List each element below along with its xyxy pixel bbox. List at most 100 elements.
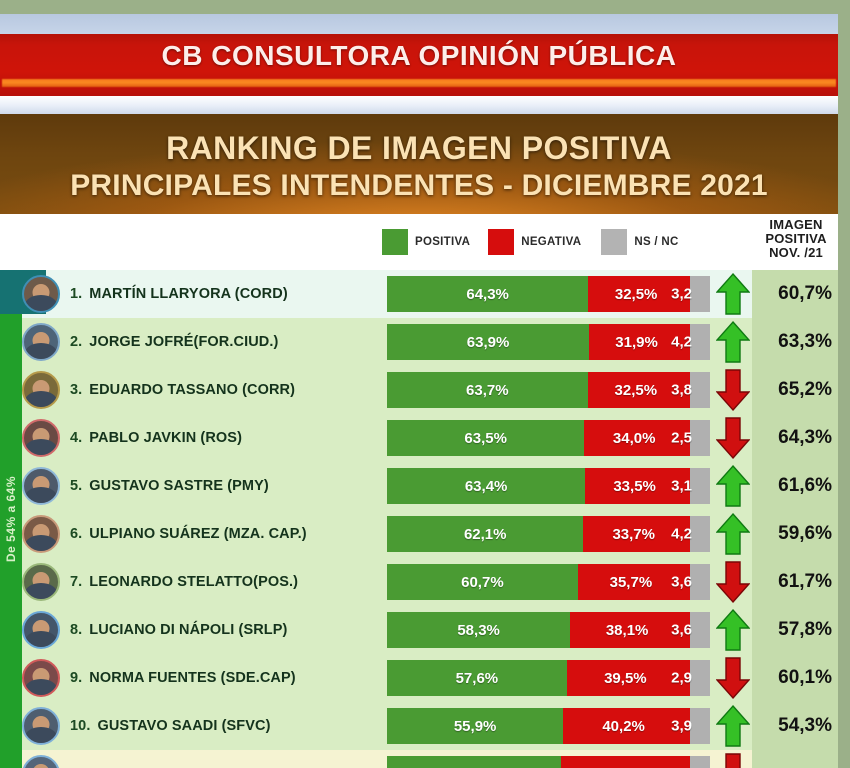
positive-value: 63,9% [466, 333, 510, 351]
stacked-bar: 57,6% 39,5% 2,9 [387, 660, 710, 696]
legend-item-nsnc: NS / NC [601, 229, 678, 255]
bar-segment-nsnc [690, 276, 710, 312]
previous-value: 54,3% [778, 715, 832, 736]
candidate-label: EDUARDO TASSANO (CORR) [89, 382, 296, 398]
avatar-body-icon [25, 439, 57, 455]
negative-value: 40,2% [602, 717, 645, 735]
nsnc-value: 3,9 [671, 717, 692, 735]
trend-arrow-up-icon [716, 608, 750, 652]
avatar [22, 275, 60, 313]
previous-value-cell: 61,7% [752, 558, 838, 606]
banner-orange-rule [2, 79, 836, 87]
candidate-label: GUSTAVO SASTRE (PMY) [89, 478, 269, 494]
bar-segment-nsnc [690, 516, 710, 552]
subtitle-band: RANKING DE IMAGEN POSITIVA PRINCIPALES I… [0, 114, 838, 214]
bar-segment-negative [560, 756, 690, 768]
candidate-label: MARTÍN LLARYORA (CORD) [89, 286, 288, 302]
rank-number: 8. [70, 622, 83, 638]
negative-value: 34,0% [612, 429, 656, 447]
ranking-row-partial [0, 750, 838, 768]
bar-segment-positive: 64,3% [387, 276, 589, 312]
brand-banner: CB CONSULTORA OPINIÓN PÚBLICA [0, 34, 838, 96]
candidate-name: 4. PABLO JAVKIN (ROS) [70, 414, 242, 462]
avatar-body-icon [25, 295, 57, 311]
positive-value: 62,1% [463, 525, 507, 543]
candidate-label: NORMA FUENTES (SDE.CAP) [89, 670, 296, 686]
negative-swatch-icon [488, 229, 515, 255]
avatar [22, 611, 60, 649]
top-sky-strip [0, 14, 838, 34]
positive-value: 63,5% [464, 429, 507, 447]
rank-number: 5. [70, 478, 83, 494]
bar-segment-negative: 32,5% 3,2 [588, 276, 692, 312]
stacked-bar: 63,7% 32,5% 3,8 [387, 372, 710, 408]
avatar-body-icon [25, 583, 57, 599]
negative-value: 32,5% [614, 285, 658, 303]
legend-items: POSITIVA NEGATIVA NS / NC [382, 229, 679, 255]
trend-arrow-up-icon [716, 272, 750, 316]
nsnc-value: 4,2 [671, 525, 692, 543]
candidate-label: LEONARDO STELATTO(POS.) [89, 574, 299, 590]
bar-segment-negative: 38,1% 3,6 [570, 612, 692, 648]
stacked-bar: 55,9% 40,2% 3,9 [387, 708, 710, 744]
bar-segment-positive: 58,3% [387, 612, 571, 648]
candidate-name: 3. EDUARDO TASSANO (CORR) [70, 366, 295, 414]
stacked-bar [387, 756, 710, 768]
negative-value: 39,5% [604, 669, 647, 687]
trend-arrow-up-icon [716, 464, 750, 508]
stacked-bar: 63,4% 33,5% 3,1 [387, 468, 710, 504]
bar-segment-positive: 55,9% [387, 708, 564, 744]
negative-value: 32,5% [614, 381, 658, 399]
previous-value-cell: 57,8% [752, 606, 838, 654]
bar-segment-positive: 62,1% [387, 516, 584, 552]
candidate-name: 6. ULPIANO SUÁREZ (MZA. CAP.) [70, 510, 307, 558]
trend-arrow-down-icon [716, 416, 750, 460]
rank-number: 1. [70, 286, 83, 302]
negative-value: 38,1% [605, 621, 649, 639]
avatar-body-icon [25, 343, 57, 359]
trend-arrow-up-icon [716, 512, 750, 556]
legend-item-negativa: NEGATIVA [488, 229, 581, 255]
stacked-bar: 63,9% 31,9% 4,2 [387, 324, 710, 360]
bar-segment-nsnc [690, 660, 710, 696]
bar-segment-negative: 40,2% 3,9 [563, 708, 692, 744]
previous-value-cell: 60,7% [752, 270, 838, 318]
trend-arrow-up-icon [716, 320, 750, 364]
candidate-label: ULPIANO SUÁREZ (MZA. CAP.) [89, 526, 307, 542]
subtitle-line-2: PRINCIPALES INTENDENTES - DICIEMBRE 2021 [70, 169, 768, 202]
avatar [22, 467, 60, 505]
bar-segment-negative: 35,7% 3,6 [577, 564, 692, 600]
bar-segment-negative: 32,5% 3,8 [587, 372, 692, 408]
previous-value: 57,8% [778, 619, 832, 640]
left-range-rail: De 54% a 64% [0, 270, 22, 768]
previous-value: 60,1% [778, 667, 832, 688]
prev-header-line-3: NOV. /21 [769, 245, 823, 261]
candidate-label: LUCIANO DI NÁPOLI (SRLP) [89, 622, 288, 638]
ranking-row: 4. PABLO JAVKIN (ROS) 63,5% 34,0% 2,5 64,3% [0, 414, 838, 462]
candidate-label: JORGE JOFRÉ(FOR.CIUD.) [89, 334, 279, 350]
candidate-name: 5. GUSTAVO SASTRE (PMY) [70, 462, 269, 510]
nsnc-value: 2,9 [671, 669, 692, 687]
positive-swatch-icon [382, 229, 408, 255]
candidate-name: 8. LUCIANO DI NÁPOLI (SRLP) [70, 606, 287, 654]
negative-value: 31,9% [615, 333, 658, 351]
bar-segment-nsnc [690, 612, 710, 648]
rank-number: 3. [70, 382, 83, 398]
ranking-row: 9. NORMA FUENTES (SDE.CAP) 57,6% 39,5% 2,9 60… [0, 654, 838, 702]
negative-value: 33,7% [612, 525, 655, 543]
prev-header-line-2: POSITIVA [765, 231, 827, 247]
bar-segment-negative: 31,9% 4,2 [589, 324, 692, 360]
ranking-rows: 1. MARTÍN LLARYORA (CORD) 64,3% 32,5% 3,2 60,… [0, 270, 838, 768]
previous-value: 59,6% [778, 523, 832, 544]
avatar-body-icon [25, 391, 57, 407]
bar-segment-negative: 39,5% 2,9 [566, 660, 692, 696]
previous-value: 60,7% [778, 283, 832, 304]
bar-segment-negative: 34,0% 2,5 [584, 420, 692, 456]
bar-segment-positive: 57,6% [387, 660, 567, 696]
previous-value-cell: 61,6% [752, 462, 838, 510]
subtitle-line-1: RANKING DE IMAGEN POSITIVA [166, 130, 672, 166]
avatar [22, 659, 60, 697]
avatar-body-icon [25, 631, 57, 647]
candidate-name: 7. LEONARDO STELATTO(POS.) [70, 558, 298, 606]
ranking-row: 1. MARTÍN LLARYORA (CORD) 64,3% 32,5% 3,2 60,… [0, 270, 838, 318]
